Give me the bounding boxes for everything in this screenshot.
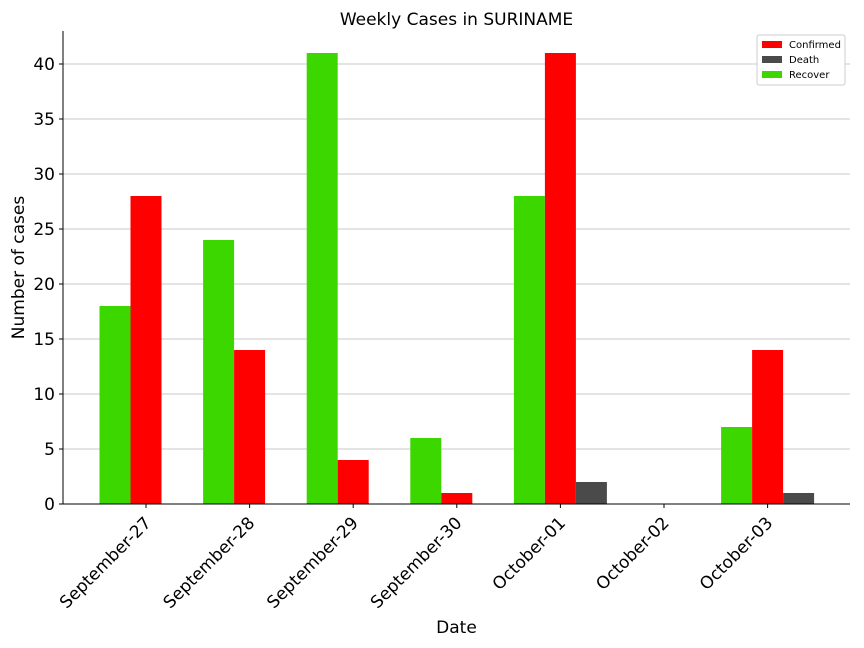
y-tick-label: 40: [33, 55, 55, 75]
x-ticks: September-27 September-28 September-29 Sept…: [56, 504, 777, 613]
legend-label-death: Death: [789, 55, 819, 66]
y-tick-label: 0: [44, 495, 55, 515]
y-tick-label: 30: [33, 165, 55, 185]
bar-recover-september-27: [99, 306, 131, 504]
legend-label-recover: Recover: [789, 70, 830, 81]
y-tick-label: 5: [44, 440, 55, 460]
chart-title: Weekly Cases in SURINAME: [340, 10, 573, 30]
bar-confirmed-september-28: [234, 350, 266, 504]
x-tick-label: October-01: [489, 513, 570, 594]
legend-swatch-confirmed: [762, 41, 782, 48]
gridlines: [63, 63, 850, 450]
x-tick-label: September-30: [367, 513, 466, 612]
legend: Confirmed Death Recover: [756, 34, 846, 86]
bar-recover-october-01: [513, 196, 545, 504]
bar-confirmed-september-27: [130, 196, 162, 504]
y-tick-label: 35: [33, 110, 55, 130]
x-tick-label: September-28: [160, 513, 259, 612]
bar-recover-september-28: [203, 240, 235, 504]
legend-swatch-death: [762, 56, 782, 63]
y-tick-label: 10: [33, 385, 55, 405]
y-tick-label: 25: [33, 220, 55, 240]
y-ticks: 0 5 10 15 20 25 30 35 40: [33, 55, 63, 515]
x-tick-label: October-03: [696, 513, 777, 594]
y-tick-label: 20: [33, 275, 55, 295]
bar-death-october-01: [575, 482, 607, 504]
y-axis-label: Number of cases: [9, 196, 29, 340]
legend-swatch-recover: [762, 71, 782, 78]
bar-confirmed-september-29: [337, 460, 369, 504]
bar-recover-october-03: [721, 427, 753, 504]
bar-recover-september-30: [410, 438, 442, 504]
y-tick-label: 15: [33, 330, 55, 350]
bar-confirmed-october-01: [544, 53, 576, 504]
x-tick-label: September-29: [263, 513, 362, 612]
x-axis-label: Date: [436, 618, 477, 638]
bar-confirmed-september-30: [441, 493, 473, 504]
x-tick-label: October-02: [592, 513, 673, 594]
x-tick-label: September-27: [56, 513, 155, 612]
bar-confirmed-october-03: [752, 350, 784, 504]
legend-label-confirmed: Confirmed: [789, 40, 841, 51]
bar-death-october-03: [783, 493, 815, 504]
bars: [99, 53, 815, 504]
bar-recover-september-29: [306, 53, 338, 504]
